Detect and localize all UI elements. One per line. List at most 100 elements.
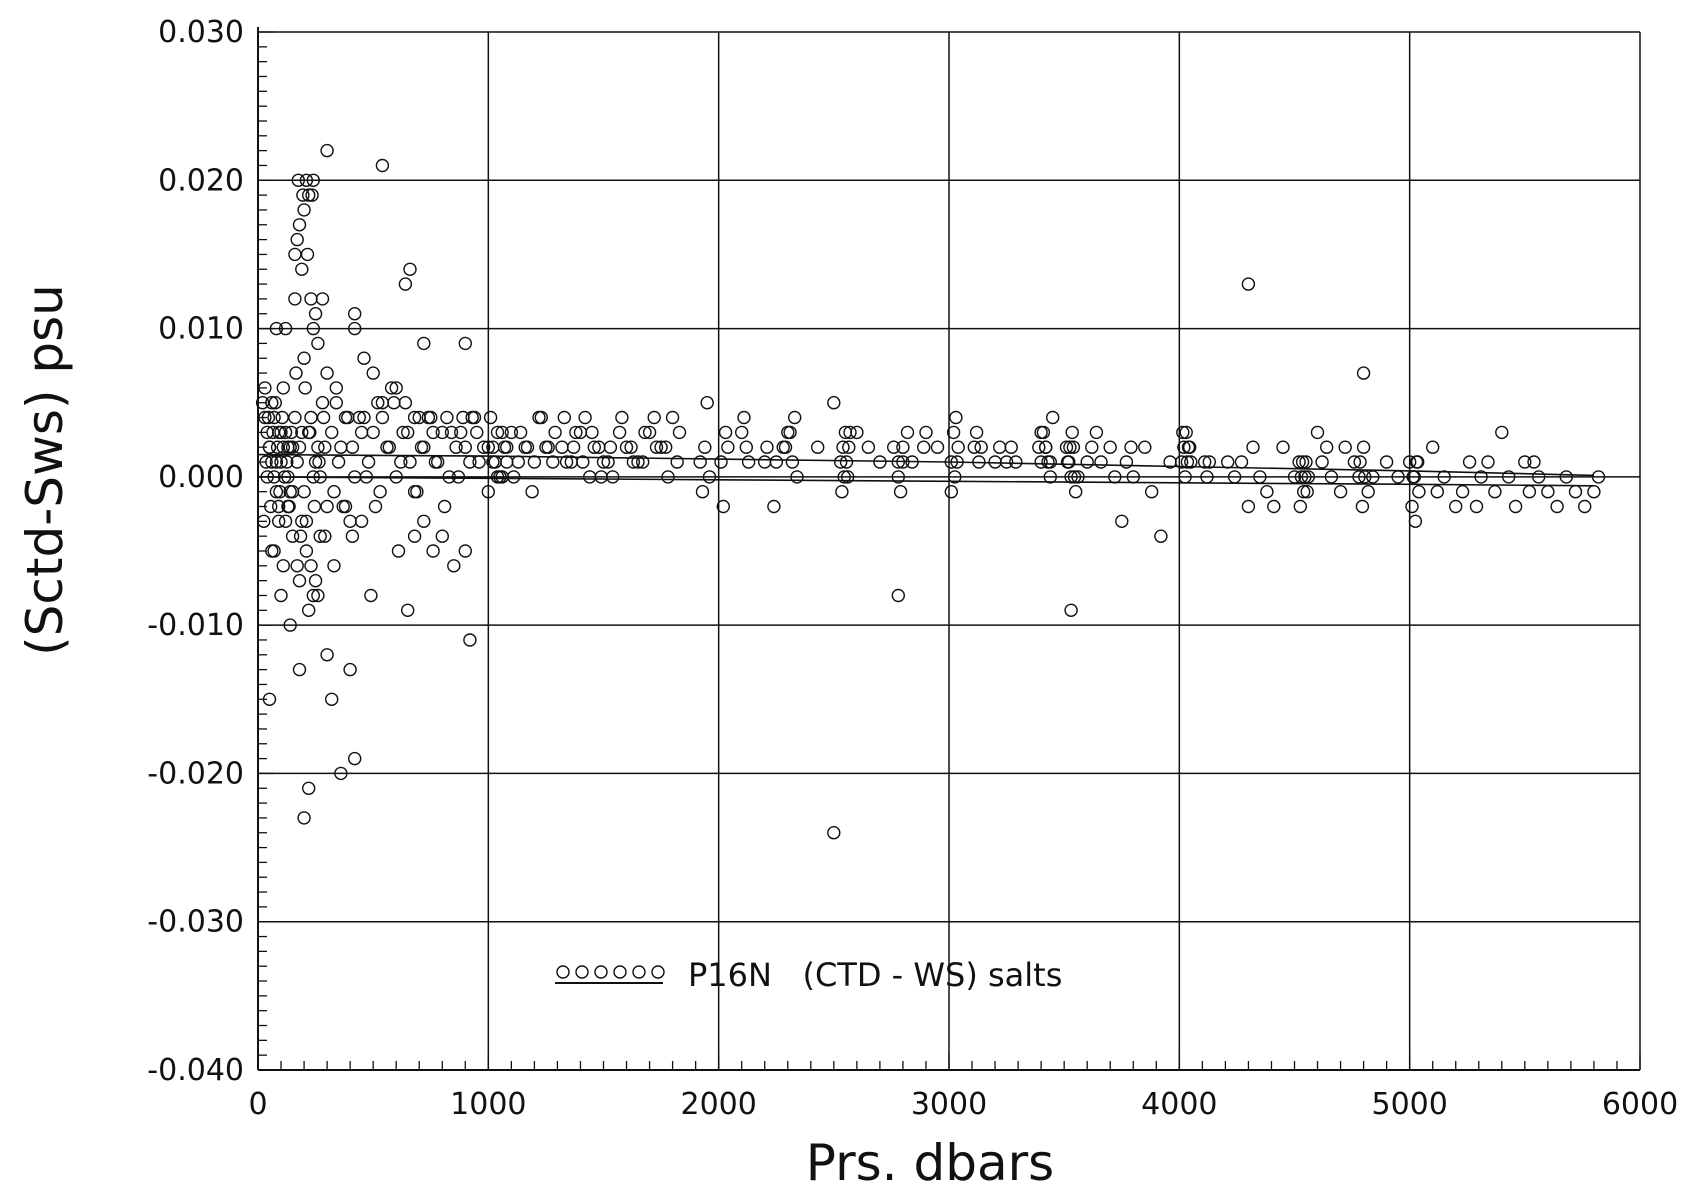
data-point bbox=[527, 455, 542, 469]
data-point bbox=[267, 544, 281, 558]
data-point bbox=[278, 321, 293, 336]
data-point bbox=[274, 425, 288, 440]
data-point bbox=[1200, 470, 1214, 484]
data-point bbox=[1455, 485, 1470, 499]
data-point bbox=[1059, 440, 1074, 454]
data-point bbox=[1115, 514, 1129, 528]
y-tick-label: -0.030 bbox=[147, 905, 244, 940]
data-point bbox=[311, 588, 325, 603]
data-point bbox=[304, 292, 318, 306]
data-point bbox=[308, 307, 323, 321]
data-point bbox=[1353, 455, 1367, 469]
data-point bbox=[495, 425, 509, 440]
data-point bbox=[490, 425, 505, 440]
data-point bbox=[1067, 470, 1082, 484]
data-point bbox=[391, 544, 406, 558]
data-point bbox=[297, 351, 311, 365]
x-axis-label: Prs. dbars bbox=[806, 1134, 1054, 1192]
data-point bbox=[316, 410, 331, 425]
data-point bbox=[557, 410, 571, 425]
data-point bbox=[305, 188, 319, 202]
data-point bbox=[1355, 499, 1370, 514]
data-point bbox=[511, 455, 525, 469]
data-point bbox=[1065, 425, 1079, 440]
data-point bbox=[417, 514, 431, 528]
data-point bbox=[454, 425, 468, 440]
data-point bbox=[1474, 470, 1488, 484]
data-point bbox=[403, 455, 417, 469]
grid-lines bbox=[258, 31, 1641, 1070]
data-point bbox=[278, 514, 293, 528]
data-point bbox=[311, 440, 325, 454]
data-point bbox=[426, 544, 440, 558]
data-point bbox=[1276, 440, 1290, 454]
data-point bbox=[1253, 470, 1267, 484]
legend-marker bbox=[632, 965, 646, 979]
data-point bbox=[295, 262, 309, 276]
x-tick-label: 1000 bbox=[450, 1087, 526, 1122]
data-point bbox=[375, 410, 390, 425]
data-point bbox=[1358, 470, 1372, 484]
data-point bbox=[290, 559, 304, 573]
data-point bbox=[1568, 485, 1583, 499]
data-point bbox=[368, 499, 383, 514]
data-point bbox=[493, 470, 507, 484]
data-point bbox=[1197, 455, 1212, 469]
data-point bbox=[1501, 470, 1516, 484]
data-point bbox=[647, 410, 661, 425]
data-point bbox=[951, 440, 965, 454]
data-point bbox=[259, 455, 273, 469]
data-point bbox=[458, 336, 472, 351]
data-point bbox=[315, 396, 330, 410]
data-point bbox=[596, 455, 611, 469]
data-point bbox=[700, 396, 714, 410]
data-point bbox=[1406, 470, 1420, 484]
data-point bbox=[396, 425, 410, 440]
data-point bbox=[444, 425, 459, 440]
data-point bbox=[642, 425, 657, 440]
legend-marker bbox=[594, 965, 608, 979]
data-point bbox=[373, 485, 387, 499]
data-point bbox=[308, 574, 323, 588]
data-point bbox=[507, 470, 521, 484]
data-point bbox=[307, 499, 322, 514]
data-point bbox=[1043, 455, 1058, 469]
data-point bbox=[389, 470, 403, 484]
data-point bbox=[412, 410, 426, 425]
data-point bbox=[850, 425, 864, 440]
data-point bbox=[1430, 485, 1445, 499]
data-point bbox=[291, 173, 305, 188]
data-point bbox=[313, 470, 327, 484]
data-point bbox=[292, 218, 307, 232]
data-point bbox=[261, 410, 276, 425]
data-point bbox=[739, 440, 753, 454]
data-point bbox=[297, 203, 311, 217]
y-tick-label: 0.020 bbox=[158, 163, 244, 198]
data-point bbox=[292, 574, 307, 588]
data-point bbox=[1182, 440, 1197, 454]
data-point bbox=[1038, 440, 1053, 454]
data-point bbox=[260, 470, 274, 484]
data-point bbox=[281, 499, 295, 514]
legend-marker bbox=[575, 965, 589, 979]
x-tick-label: 6000 bbox=[1602, 1087, 1678, 1122]
x-tick-label: 2000 bbox=[680, 1087, 756, 1122]
data-point bbox=[431, 455, 445, 469]
data-point bbox=[1108, 470, 1122, 484]
data-point bbox=[1301, 470, 1316, 484]
data-point bbox=[435, 529, 449, 543]
data-point bbox=[348, 470, 362, 484]
data-point bbox=[481, 440, 495, 454]
data-point bbox=[841, 470, 855, 484]
data-point bbox=[407, 529, 422, 543]
data-point bbox=[401, 425, 415, 440]
data-point bbox=[292, 440, 307, 454]
data-point bbox=[295, 514, 309, 528]
data-point bbox=[288, 410, 302, 425]
data-point bbox=[835, 485, 849, 499]
data-point bbox=[905, 455, 919, 469]
data-point bbox=[265, 455, 279, 469]
data-point bbox=[1300, 485, 1314, 499]
data-point bbox=[693, 455, 707, 469]
